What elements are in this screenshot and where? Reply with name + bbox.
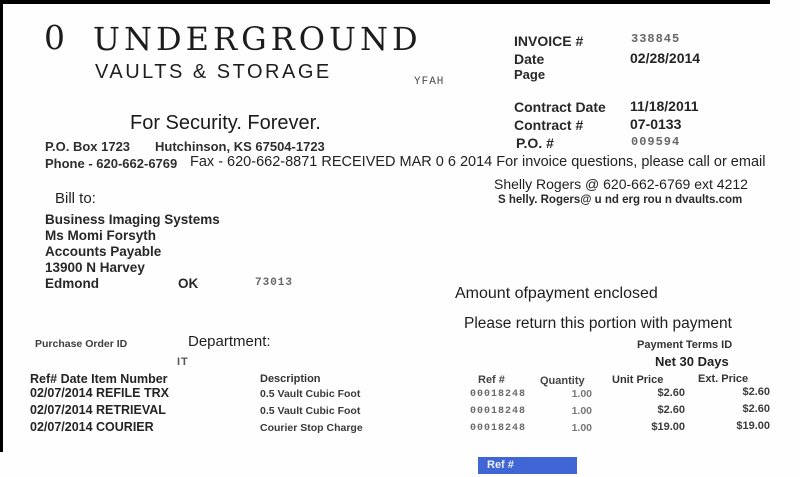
column-header-description: Description: [260, 373, 321, 385]
row-ext-price: $19.00: [736, 420, 770, 432]
column-header-item: Ref# Date Item Number: [30, 372, 168, 386]
column-header-ext-price: Ext. Price: [698, 373, 749, 385]
row-description: 0.5 Vault Cubic Foot: [260, 388, 361, 400]
return-portion-line: Please return this portion with payment: [464, 315, 732, 332]
column-header-quantity: Quantity: [540, 375, 585, 387]
row-unit-price: $2.60: [657, 387, 685, 399]
contract-number-label: Contract #: [514, 117, 584, 133]
bill-to-city: Edmond: [45, 276, 99, 291]
logo-mark: 0: [44, 18, 65, 57]
company-subtitle: VAULTS & STORAGE: [95, 61, 332, 83]
department-label: Department:: [188, 333, 271, 350]
page-label: Page: [514, 67, 546, 82]
scan-border-left: [0, 0, 3, 452]
row-quantity: 1.00: [571, 422, 592, 434]
ref-field-tag: Ref #: [478, 457, 577, 474]
row-ref: 00018248: [470, 423, 527, 434]
payment-terms-value: Net 30 Days: [655, 354, 729, 369]
bill-to-department: Accounts Payable: [45, 244, 162, 259]
po-number-label: P.O. #: [516, 135, 554, 151]
scan-border-top: [0, 0, 770, 4]
company-fax-received-stamp: Fax - 620-662-8871 RECEIVED MAR 0 6 2014…: [190, 154, 766, 170]
row-item: 02/07/2014 REFILE TRX: [30, 386, 169, 400]
company-po-box: P.O. Box 1723: [45, 139, 131, 154]
bill-to-street: 13900 N Harvey: [45, 260, 145, 275]
invoice-number-label: INVOICE #: [514, 33, 584, 49]
bill-to-zip: 73013: [255, 277, 294, 289]
row-item: 02/07/2014 COURIER: [30, 420, 154, 434]
row-ext-price: $2.60: [742, 386, 770, 398]
row-ref: 00018248: [470, 389, 527, 400]
bill-to-attention: Ms Momi Forsyth: [45, 228, 157, 243]
row-description: 0.5 Vault Cubic Foot: [260, 405, 361, 417]
company-tagline: For Security. Forever.: [130, 112, 321, 134]
table-row: 02/07/2014 REFILE TRX 0.5 Vault Cubic Fo…: [0, 386, 800, 401]
department-value: IT: [177, 356, 189, 368]
row-description: Courier Stop Charge: [260, 422, 363, 434]
bill-to-state: OK: [178, 276, 199, 291]
row-item: 02/07/2014 RETRIEVAL: [30, 403, 166, 417]
invoice-date-value: 02/28/2014: [630, 50, 701, 66]
contract-number-value: 07-0133: [630, 116, 682, 132]
column-header-unit-price: Unit Price: [612, 374, 664, 386]
row-ext-price: $2.60: [742, 403, 770, 415]
row-quantity: 1.00: [571, 388, 592, 400]
bill-to-label: Bill to:: [55, 190, 96, 207]
bill-to-company: Business Imaging Systems: [45, 212, 220, 227]
invoice-date-label: Date: [514, 51, 545, 67]
row-ref: 00018248: [470, 406, 527, 417]
row-unit-price: $2.60: [657, 404, 685, 416]
contract-date-value: 11/18/2011: [630, 98, 699, 114]
contact-name-phone: Shelly Rogers @ 620-662-6769 ext 4212: [494, 176, 748, 192]
row-quantity: 1.00: [571, 405, 592, 417]
row-unit-price: $19.00: [651, 421, 685, 433]
table-row: 02/07/2014 COURIER Courier Stop Charge 0…: [0, 420, 800, 435]
company-city-line: Hutchinson, KS 67504-1723: [155, 139, 325, 154]
po-number-value: 009594: [631, 135, 681, 149]
scan-artifact-text: YFAH: [414, 76, 445, 88]
invoice-number-value: 338845: [631, 32, 681, 46]
column-header-ref: Ref #: [478, 374, 505, 386]
company-name: UNDERGROUND: [93, 20, 422, 58]
amount-enclosed-line: Amount ofpayment enclosed: [455, 285, 658, 302]
table-row: 02/07/2014 RETRIEVAL 0.5 Vault Cubic Foo…: [0, 403, 800, 418]
company-phone: Phone - 620-662-6769: [45, 156, 178, 171]
contract-date-label: Contract Date: [514, 99, 606, 115]
purchase-order-id-label: Purchase Order ID: [35, 338, 128, 350]
payment-terms-label: Payment Terms ID: [637, 339, 733, 351]
contact-email: S helly. Rogers@ u nd erg rou n dvaults.…: [498, 194, 743, 206]
